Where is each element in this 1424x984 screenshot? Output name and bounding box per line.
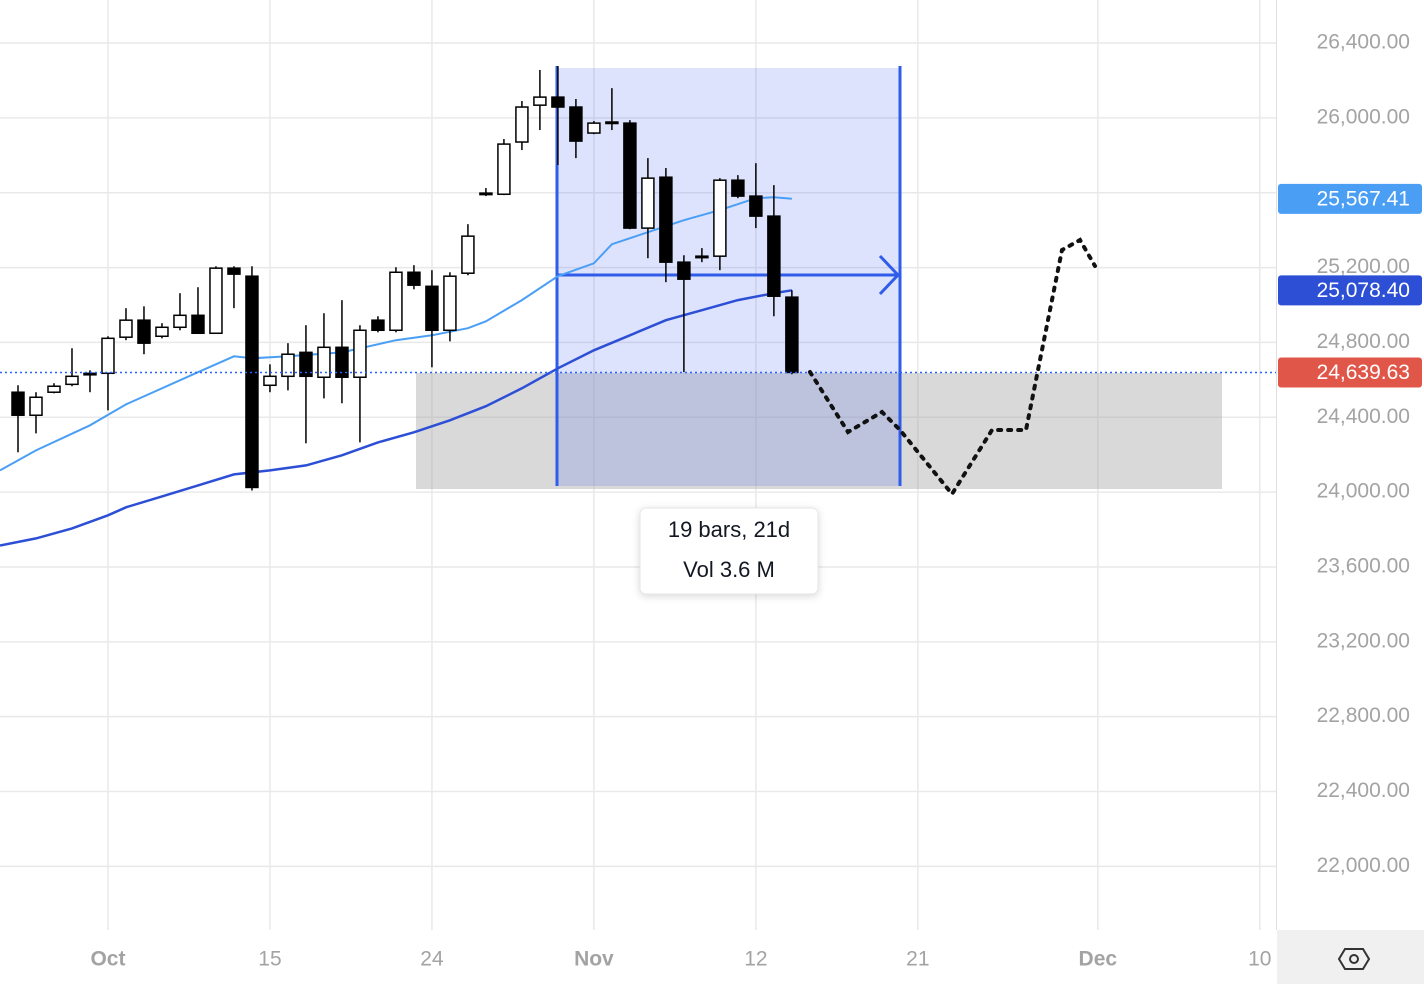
x-tick-label: 10	[1248, 948, 1271, 971]
price-label: 25,567.41	[1317, 187, 1410, 210]
axes: 22,000.00 22,400.00 22,800.00 23,200.00 23,6…	[90, 31, 1422, 971]
candle-body	[731, 179, 745, 197]
candle-body	[551, 96, 565, 108]
price-label: 24,639.63	[1317, 361, 1410, 384]
candle-body	[227, 267, 241, 275]
ma-line	[0, 196, 792, 472]
y-tick-label: 24,000.00	[1317, 480, 1410, 503]
marks	[0, 66, 1276, 547]
x-tick-label: 21	[906, 948, 929, 971]
candle-body	[191, 314, 205, 335]
candle-body	[533, 96, 547, 106]
candle-body	[713, 179, 727, 257]
ma-line	[0, 289, 793, 547]
y-tick-label: 26,000.00	[1317, 105, 1410, 128]
candle-body	[515, 106, 529, 143]
tooltip-text: Vol 3.6 M	[683, 557, 775, 582]
tooltip-box	[639, 507, 819, 595]
price-axis	[1276, 0, 1424, 930]
candle-body	[659, 176, 673, 263]
candle-body	[749, 195, 763, 217]
candle-body	[767, 215, 781, 297]
candle-body	[65, 375, 79, 386]
price-label-box	[1278, 357, 1422, 388]
candle-body	[83, 372, 97, 376]
candle-body	[119, 319, 133, 338]
y-tick-label: 26,400.00	[1317, 31, 1410, 54]
candle-body	[497, 143, 511, 195]
tooltip-text: 19 bars, 21d	[668, 517, 790, 542]
y-tick-label: 22,400.00	[1317, 779, 1410, 802]
candle-body	[641, 177, 655, 229]
candle-body	[335, 346, 349, 378]
x-tick-label: Nov	[574, 948, 614, 971]
candle-body	[677, 261, 691, 280]
candle-body	[623, 122, 637, 229]
settings-icon[interactable]	[1349, 954, 1359, 964]
x-tick-label: Oct	[90, 948, 125, 971]
candle-body	[47, 385, 61, 393]
y-tick-label: 24,800.00	[1317, 330, 1410, 353]
candle-body	[389, 271, 403, 332]
candle-body	[605, 121, 619, 125]
candle-body	[209, 267, 223, 335]
candle-body	[569, 106, 583, 142]
candle-body	[317, 346, 331, 378]
candle-body	[245, 275, 259, 489]
candle-body	[425, 285, 439, 332]
y-tick-label: 24,400.00	[1317, 405, 1410, 428]
candle-body	[155, 326, 169, 338]
candle-body	[263, 375, 277, 387]
settings-icon[interactable]	[1337, 948, 1371, 970]
x-tick-label: 15	[258, 948, 281, 971]
candle-body	[461, 235, 475, 274]
candle-body	[479, 192, 493, 196]
x-tick-label: 12	[744, 948, 767, 971]
candle-body	[173, 314, 187, 329]
y-tick-label: 23,600.00	[1317, 555, 1410, 578]
x-tick-label: Dec	[1079, 948, 1118, 971]
y-tick-label: 22,800.00	[1317, 704, 1410, 727]
price-label-box	[1278, 275, 1422, 306]
candle-body	[587, 122, 601, 134]
y-tick-label: 22,000.00	[1317, 854, 1410, 877]
candle-body	[371, 319, 385, 332]
price-label-box	[1278, 183, 1422, 214]
candle-body	[29, 396, 43, 416]
candle-body	[353, 329, 367, 378]
y-tick-label: 25,200.00	[1317, 255, 1410, 278]
date-range-box[interactable]	[557, 68, 900, 486]
candle-body	[281, 353, 295, 378]
time-axis	[0, 930, 1276, 984]
candle-body	[785, 296, 799, 374]
candle-body	[101, 337, 115, 375]
candle-body	[407, 271, 421, 286]
y-tick-label: 23,200.00	[1317, 629, 1410, 652]
candle-body	[137, 319, 151, 344]
price-label: 25,078.40	[1317, 279, 1410, 302]
candle-body	[11, 391, 25, 416]
tooltip: 19 bars, 21d Vol 3.6 M	[639, 507, 819, 595]
range-arrow-head	[878, 254, 901, 296]
candle-body	[443, 275, 457, 332]
candle-body	[695, 255, 709, 259]
candle-body	[299, 351, 313, 378]
projection-path[interactable]	[808, 237, 1097, 498]
price-range-box[interactable]	[416, 373, 1222, 489]
x-tick-label: 24	[420, 948, 444, 971]
